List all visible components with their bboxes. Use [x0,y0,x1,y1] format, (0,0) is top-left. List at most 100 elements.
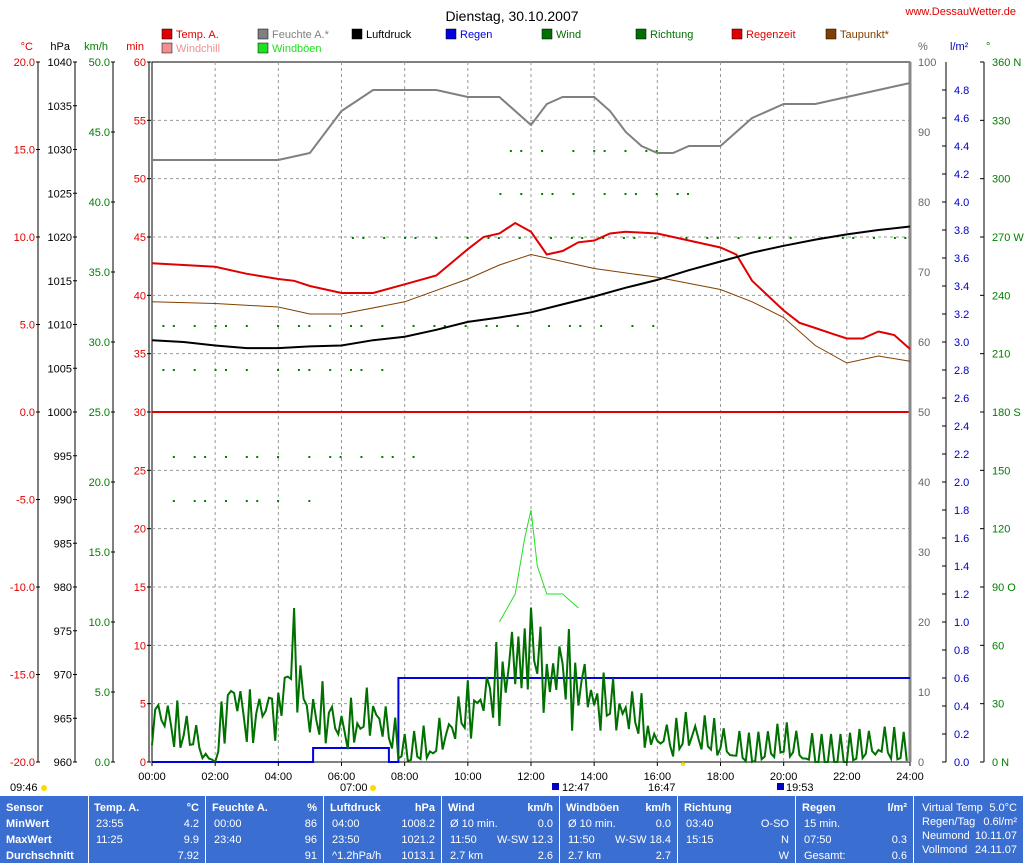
direction-dot [551,193,554,195]
direction-dot [572,150,575,152]
direction-dot [162,369,165,371]
row-label-avg: Durchschnitt [6,850,74,862]
table-cell-row: Neumond 10.11.07 [914,830,1023,844]
rain-tick-label: 1.8 [954,505,969,517]
pressure-tick-label: 1005 [48,363,72,375]
pressure-tick-label: 990 [54,495,72,507]
direction-dot [631,325,634,327]
direction-dot [329,325,332,327]
x-tick-label: 24:00 [896,771,924,783]
direction-dot [329,456,332,458]
legend-label: Regenzeit [746,29,796,41]
direction-dot [579,325,582,327]
legend-label: Temp. A. [176,29,219,41]
table-cell-row: ^1.2hPa/h 1013.1 [324,850,441,864]
series-line [151,607,908,764]
table-cell-value: 5.0°C [989,802,1017,814]
legend-swatch [161,28,173,40]
dir-tick-label: 330 [992,115,1010,127]
table-cell-label: 15:15 [686,834,714,846]
dir-tick-label: 210 [992,349,1010,361]
pressure-tick-label: 1040 [48,57,72,69]
table-header: Luftdruck [330,802,381,814]
row-label-min: MinWert [6,818,50,830]
table-cell-value: 91 [304,850,317,862]
table-cell-value: 9.9 [183,834,199,846]
rain-tick-label: 4.6 [954,113,969,125]
table-header: Wind [448,802,475,814]
site-link[interactable]: www.DessauWetter.de [905,6,1016,18]
direction-dot [381,369,384,371]
series-line [152,677,910,763]
x-tick-label: 02:00 [201,771,229,783]
percent-tick-label: 60 [918,337,930,349]
table-cell-row: Virtual Temp 5.0°C [914,802,1023,816]
moon-icon [41,785,47,791]
table-cell-value: 1008.2 [401,818,435,830]
wind-tick-label: 25.0 [89,407,110,419]
pressure-tick-label: 1035 [48,101,72,113]
table-header-unit: hPa [414,802,435,814]
direction-dot [162,325,165,327]
direction-dot [593,150,596,152]
table-cell-row: 03:40 O-SO [678,818,795,832]
rain-tick-label: 4.8 [954,85,969,97]
legend-label: Richtung [650,29,693,41]
legend-swatch [825,28,837,40]
direction-dot [433,325,436,327]
dir-tick-label: 30 [992,699,1004,711]
table-cell-row: 00:00 86 [206,818,323,832]
direction-dot [581,237,584,239]
direction-dot [655,150,658,152]
direction-dot [412,456,415,458]
wind-tick-label: 40.0 [89,197,110,209]
table-cell-row: 91 [206,850,323,864]
table-cell-value: 0.6 [891,850,907,862]
table-cell-label: 04:00 [332,818,360,830]
percent-tick-label: 100 [918,57,936,69]
table-cell-row: 7.92 [88,850,205,864]
direction-dot [308,325,311,327]
direction-dot [308,456,311,458]
direction-dot [789,237,792,239]
table-cell-label: Ø 10 min. [450,818,498,830]
temp-tick-label: 20.0 [14,57,35,69]
table-cell-label: 11:50 [450,834,477,846]
table-cell-value: 1021.2 [401,834,435,846]
table-cell-value: 24.11.07 [974,844,1017,856]
legend-swatch [445,28,457,40]
direction-dot [245,369,248,371]
rain-tick-label: 1.4 [954,561,969,573]
legend-swatch [257,28,269,40]
percent-tick-label: 80 [918,197,930,209]
direction-dot [497,237,500,239]
min-tick-label: 60 [134,57,146,69]
table-cell-row: 15:15 N [678,834,795,848]
sun-moon-time: 12:47 [562,782,590,794]
stats-table: Sensor MinWert MaxWert Durchschnitt Temp… [0,796,1024,863]
direction-dot [633,237,636,239]
min-tick-label: 25 [134,465,146,477]
moon-icon [552,783,559,790]
direction-dot [204,500,207,502]
direction-dot [381,456,384,458]
pressure-tick-label: 1030 [48,145,72,157]
direction-dot [204,456,207,458]
direction-dot [414,237,417,239]
min-tick-label: 45 [134,232,146,244]
table-cell-value: O-SO [760,818,789,830]
direction-dot [277,500,280,502]
dir-tick-label: 360 N [992,57,1021,69]
x-tick-label: 16:00 [644,771,672,783]
sun-moon-time: 09:46 [10,782,38,794]
table-cell-row: Ø 10 min. 0.0 [560,818,677,832]
wind-tick-label: 45.0 [89,127,110,139]
wind-tick-label: 30.0 [89,337,110,349]
temp-tick-label: 0.0 [20,407,35,419]
sun-moon-time: 19:53 [786,782,814,794]
table-cell-row: Vollmond 24.11.07 [914,844,1023,858]
dir-tick-label: 90 O [992,582,1016,594]
direction-dot [685,237,688,239]
pressure-tick-label: 980 [54,582,72,594]
legend-label: Windchill [176,43,220,55]
